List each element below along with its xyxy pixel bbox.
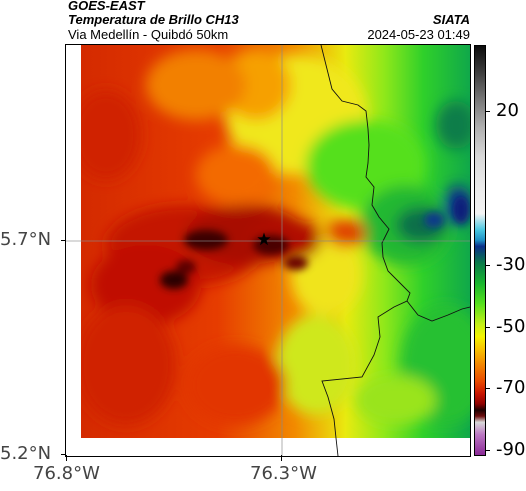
timestamp-label: 2024-05-23 01:49 [367, 27, 470, 42]
brightness-temperature-field [66, 45, 470, 456]
graticule [66, 45, 470, 456]
cbar-tick-m50 [485, 327, 490, 328]
product-title: Temperatura de Brillo CH13 [68, 12, 239, 27]
y-tick-5.7 [61, 240, 66, 241]
cbar-tick-m90 [485, 450, 490, 451]
cbar-label-m70: -70 [496, 377, 526, 398]
x-tick-76.8 [66, 455, 67, 461]
border-lines [320, 45, 470, 456]
route-subtitle: Via Medellín - Quibdó 50km [68, 27, 229, 42]
y-label-5.7: 5.7°N [0, 229, 52, 250]
colorbar [474, 45, 486, 456]
cbar-label-m30: -30 [496, 254, 526, 275]
cbar-label-m50: -50 [496, 316, 526, 337]
y-tick-5.2 [61, 454, 66, 455]
y-label-5.2: 5.2°N [0, 443, 52, 464]
star-icon [257, 232, 271, 246]
satellite-title: GOES-EAST [68, 0, 145, 13]
satellite-map [65, 44, 471, 457]
cbar-label-20: 20 [496, 100, 519, 121]
x-label-76.3: 76.3°W [250, 463, 317, 484]
cbar-label-m90: -90 [496, 439, 526, 460]
x-label-76.8: 76.8°W [33, 463, 100, 484]
cbar-tick-m30 [485, 265, 490, 266]
cbar-tick-m70 [485, 388, 490, 389]
cbar-tick-20 [485, 111, 490, 112]
x-tick-76.3 [281, 455, 282, 461]
organization-label: SIATA [432, 12, 470, 27]
